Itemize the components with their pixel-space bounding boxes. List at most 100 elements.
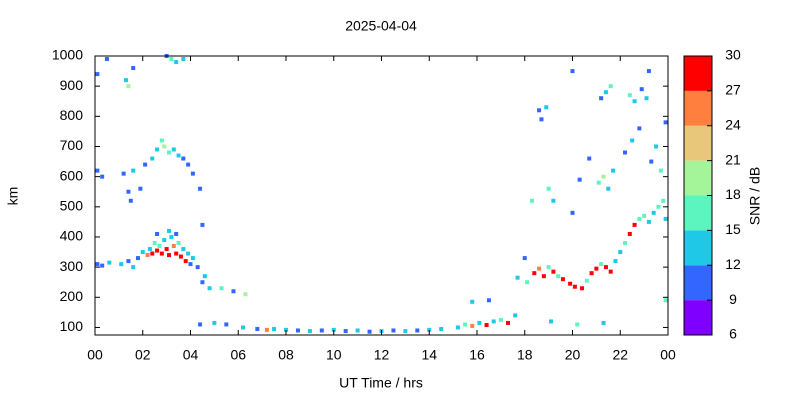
data-cell bbox=[656, 204, 661, 209]
x-tick-label: 00 bbox=[660, 347, 676, 363]
data-cell bbox=[140, 250, 145, 255]
data-cell bbox=[484, 323, 489, 328]
data-cell bbox=[181, 57, 186, 62]
colorbar-segment bbox=[684, 160, 712, 196]
data-cell bbox=[599, 96, 604, 101]
colorbar-tick-label: 21 bbox=[725, 151, 741, 167]
data-cell bbox=[589, 271, 594, 276]
colorbar-segment bbox=[684, 230, 712, 266]
data-cell bbox=[649, 159, 654, 164]
data-cell bbox=[355, 328, 360, 333]
data-cell bbox=[186, 162, 191, 167]
data-cell bbox=[608, 84, 613, 89]
data-cell bbox=[95, 262, 100, 267]
data-cell bbox=[171, 244, 176, 249]
data-cell bbox=[188, 262, 193, 267]
data-cell bbox=[560, 277, 565, 282]
data-cell bbox=[632, 222, 637, 227]
y-tick-label: 300 bbox=[60, 258, 84, 274]
data-cell bbox=[551, 198, 556, 203]
y-tick-label: 400 bbox=[60, 228, 84, 244]
data-cell bbox=[152, 241, 157, 246]
data-cell bbox=[190, 171, 195, 176]
data-cell bbox=[532, 271, 537, 276]
data-cell bbox=[470, 299, 475, 304]
colorbar-tick-label: 27 bbox=[725, 82, 741, 98]
data-cell bbox=[367, 329, 372, 334]
data-cell bbox=[611, 168, 616, 173]
data-cell bbox=[537, 108, 542, 113]
x-tick-label: 08 bbox=[278, 347, 294, 363]
x-tick-label: 12 bbox=[374, 347, 390, 363]
data-cell bbox=[131, 168, 136, 173]
data-cell bbox=[198, 186, 203, 191]
data-cell bbox=[95, 72, 100, 77]
data-cell bbox=[541, 274, 546, 279]
data-cell bbox=[219, 286, 224, 291]
data-cell bbox=[546, 186, 551, 191]
data-cell bbox=[651, 210, 656, 215]
colorbar-segment bbox=[684, 125, 712, 161]
y-tick-label: 200 bbox=[60, 288, 84, 304]
colorbar-tick-label: 24 bbox=[725, 116, 741, 132]
data-cell bbox=[100, 174, 105, 179]
data-cell bbox=[135, 256, 140, 261]
data-cell bbox=[644, 96, 649, 101]
data-cell bbox=[150, 251, 155, 256]
y-tick-label: 500 bbox=[60, 198, 84, 214]
data-cell bbox=[100, 263, 105, 268]
data-cell bbox=[174, 251, 179, 256]
colorbar-tick-label: 18 bbox=[725, 186, 741, 202]
data-cell bbox=[331, 327, 336, 332]
data-cell bbox=[195, 265, 200, 270]
data-cell bbox=[663, 120, 668, 125]
data-cell bbox=[167, 150, 172, 155]
data-cell bbox=[186, 251, 191, 256]
data-cell bbox=[663, 298, 668, 303]
y-tick-label: 600 bbox=[60, 167, 84, 183]
data-cell bbox=[224, 322, 229, 327]
data-cell bbox=[596, 180, 601, 185]
colorbar-tick-label: 9 bbox=[729, 291, 737, 307]
data-cell bbox=[157, 244, 162, 249]
data-cell bbox=[155, 147, 160, 152]
data-cell bbox=[119, 262, 124, 267]
data-cell bbox=[147, 247, 152, 252]
data-cell bbox=[264, 327, 269, 332]
data-cell bbox=[181, 247, 186, 252]
x-tick-label: 04 bbox=[183, 347, 199, 363]
x-tick-label: 16 bbox=[469, 347, 485, 363]
data-cell bbox=[498, 317, 503, 322]
data-cell bbox=[183, 259, 188, 264]
data-cell bbox=[580, 286, 585, 291]
data-cell bbox=[307, 329, 312, 334]
data-cell bbox=[570, 69, 575, 74]
data-cell bbox=[537, 266, 542, 271]
data-cell bbox=[584, 278, 589, 283]
data-cell bbox=[539, 117, 544, 122]
data-cell bbox=[131, 66, 136, 71]
x-tick-label: 06 bbox=[230, 347, 246, 363]
x-tick-label: 20 bbox=[565, 347, 581, 363]
colorbar-tick-label: 15 bbox=[725, 221, 741, 237]
data-cell bbox=[613, 259, 618, 264]
data-cell bbox=[200, 280, 205, 285]
data-cell bbox=[159, 138, 164, 143]
data-cell bbox=[104, 57, 109, 62]
data-cell bbox=[124, 78, 129, 83]
data-cell bbox=[162, 237, 167, 242]
data-cell bbox=[587, 156, 592, 161]
data-cell bbox=[623, 241, 628, 246]
data-cell bbox=[131, 265, 136, 270]
data-cell bbox=[575, 322, 580, 327]
data-cell bbox=[568, 281, 573, 286]
data-cell bbox=[231, 289, 236, 294]
data-cell bbox=[200, 222, 205, 227]
x-tick-label: 22 bbox=[612, 347, 628, 363]
data-cell bbox=[178, 254, 183, 259]
data-cell bbox=[155, 231, 160, 236]
data-cell bbox=[95, 168, 100, 173]
data-cell bbox=[343, 329, 348, 334]
data-cell bbox=[513, 313, 518, 318]
